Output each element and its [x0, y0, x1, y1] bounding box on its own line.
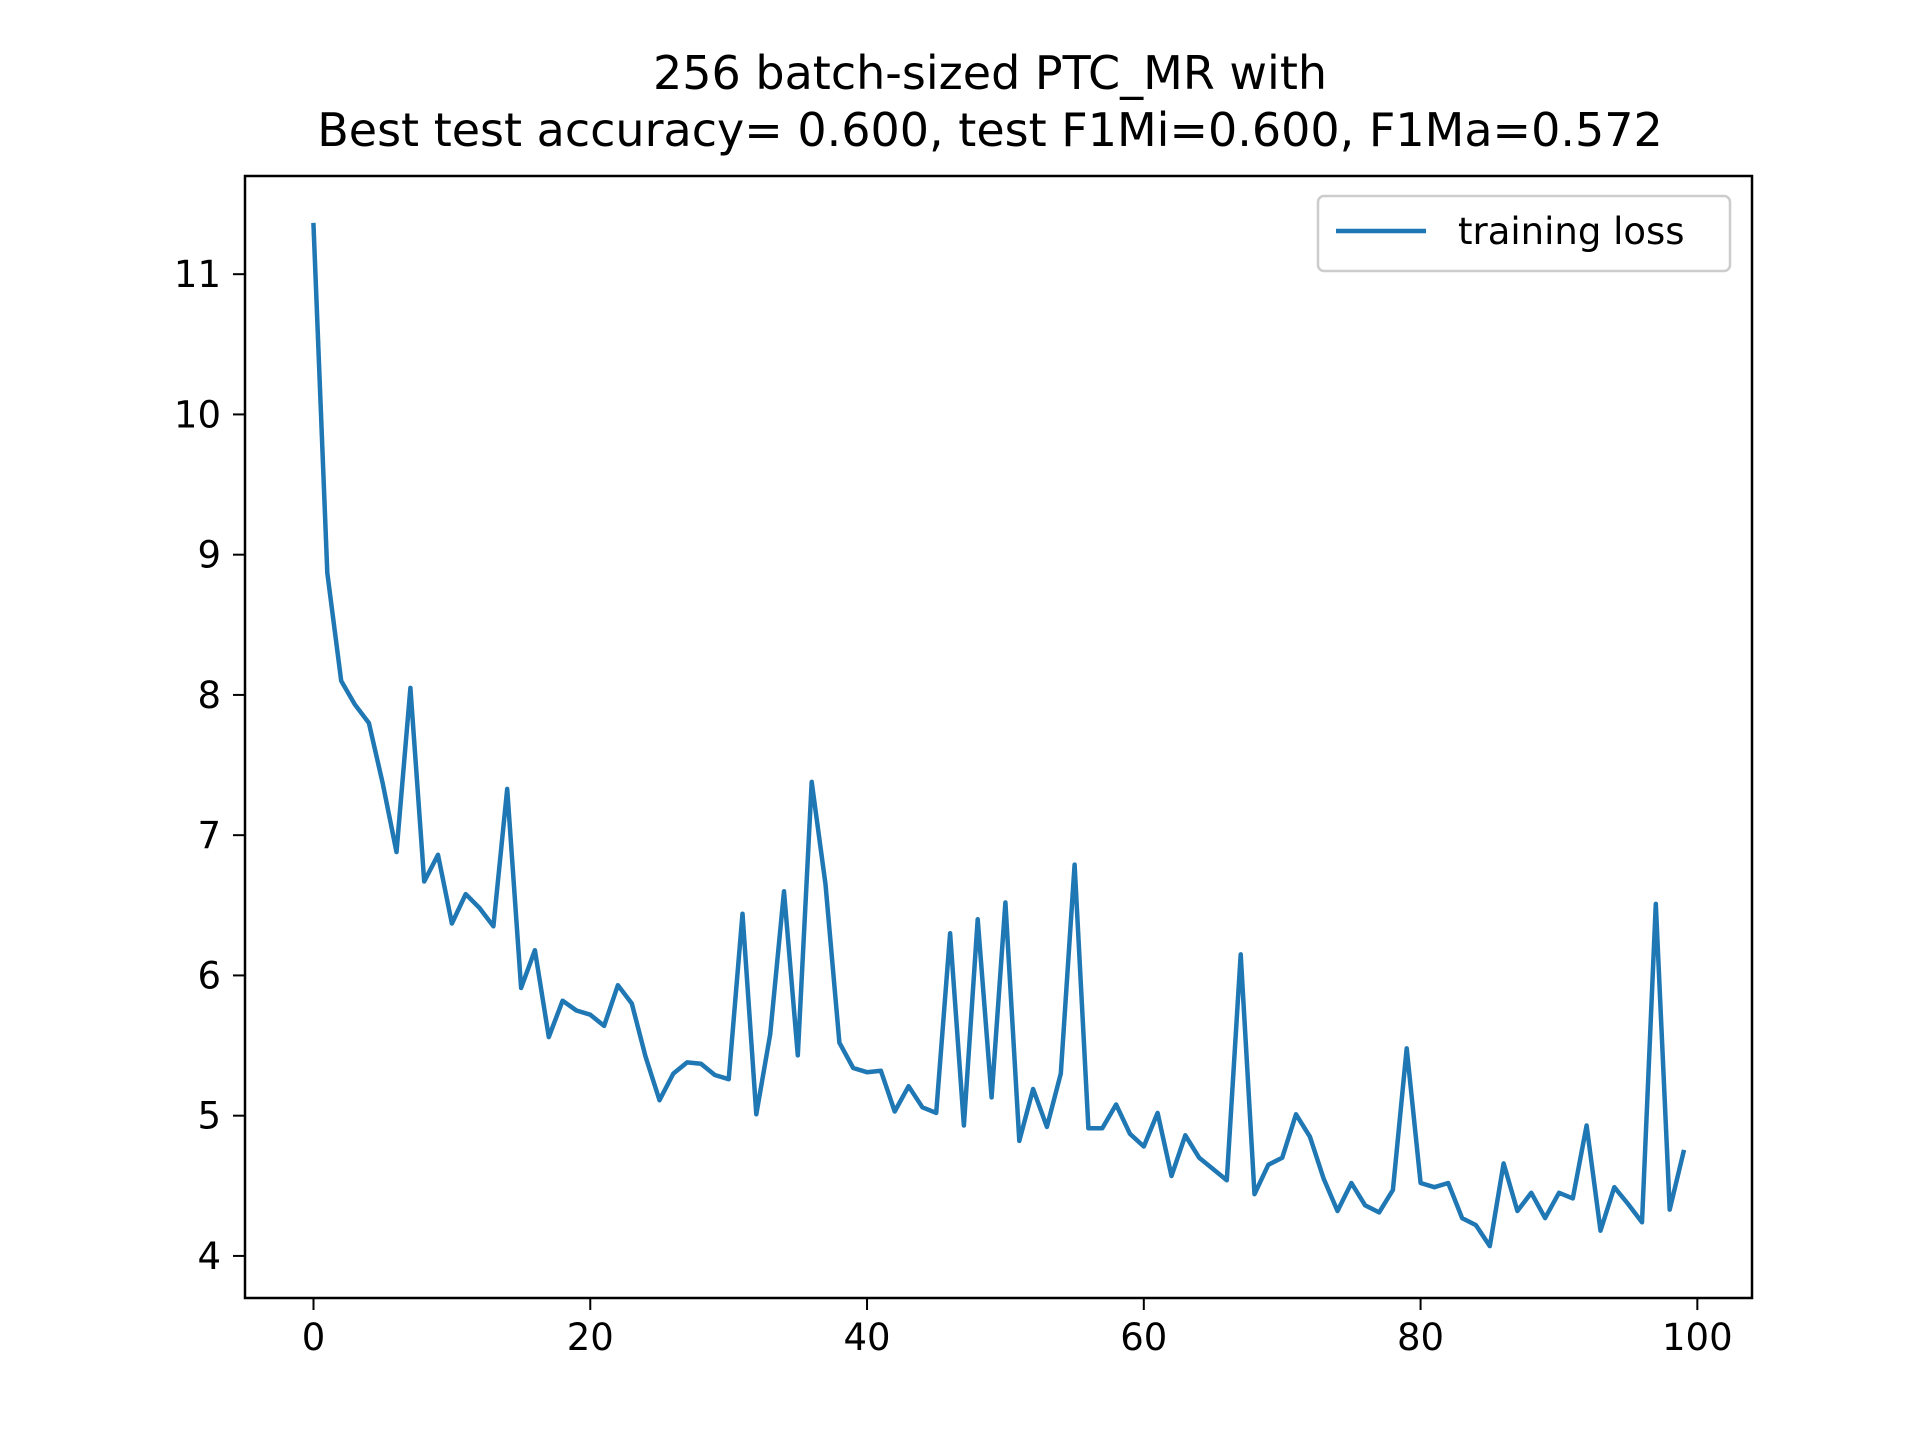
- legend: training loss: [1316, 194, 1732, 273]
- x-tick-label: 80: [1397, 1316, 1444, 1359]
- x-tick-label: 20: [567, 1316, 614, 1359]
- y-axis: 4 5 6 7 8 9 10 11: [174, 253, 245, 1278]
- chart-title-line-1: 256 batch-sized PTC_MR with: [653, 46, 1327, 100]
- x-axis: 0 20 40 60 80 100: [302, 1298, 1733, 1359]
- y-tick-label: 5: [197, 1095, 221, 1138]
- chart-title-line-2: Best test accuracy= 0.600, test F1Mi=0.6…: [317, 103, 1663, 157]
- x-tick-label: 0: [302, 1316, 326, 1359]
- series-layer: [311, 222, 1687, 1249]
- y-tick-label: 10: [174, 393, 221, 436]
- legend-label: training loss: [1458, 210, 1685, 253]
- series-line-training-loss: [311, 222, 1687, 1249]
- y-tick-label: 11: [174, 253, 221, 296]
- y-tick-label: 9: [197, 534, 221, 577]
- y-tick-label: 6: [197, 954, 221, 997]
- plot-area-frame: [243, 174, 1754, 1300]
- y-tick-label: 8: [197, 674, 221, 717]
- y-tick-label: 4: [197, 1235, 221, 1278]
- legend-box: [1316, 194, 1732, 273]
- x-tick-label: 60: [1120, 1316, 1167, 1359]
- x-tick-label: 40: [843, 1316, 890, 1359]
- x-tick-label: 100: [1662, 1316, 1733, 1359]
- y-tick-label: 7: [197, 814, 221, 857]
